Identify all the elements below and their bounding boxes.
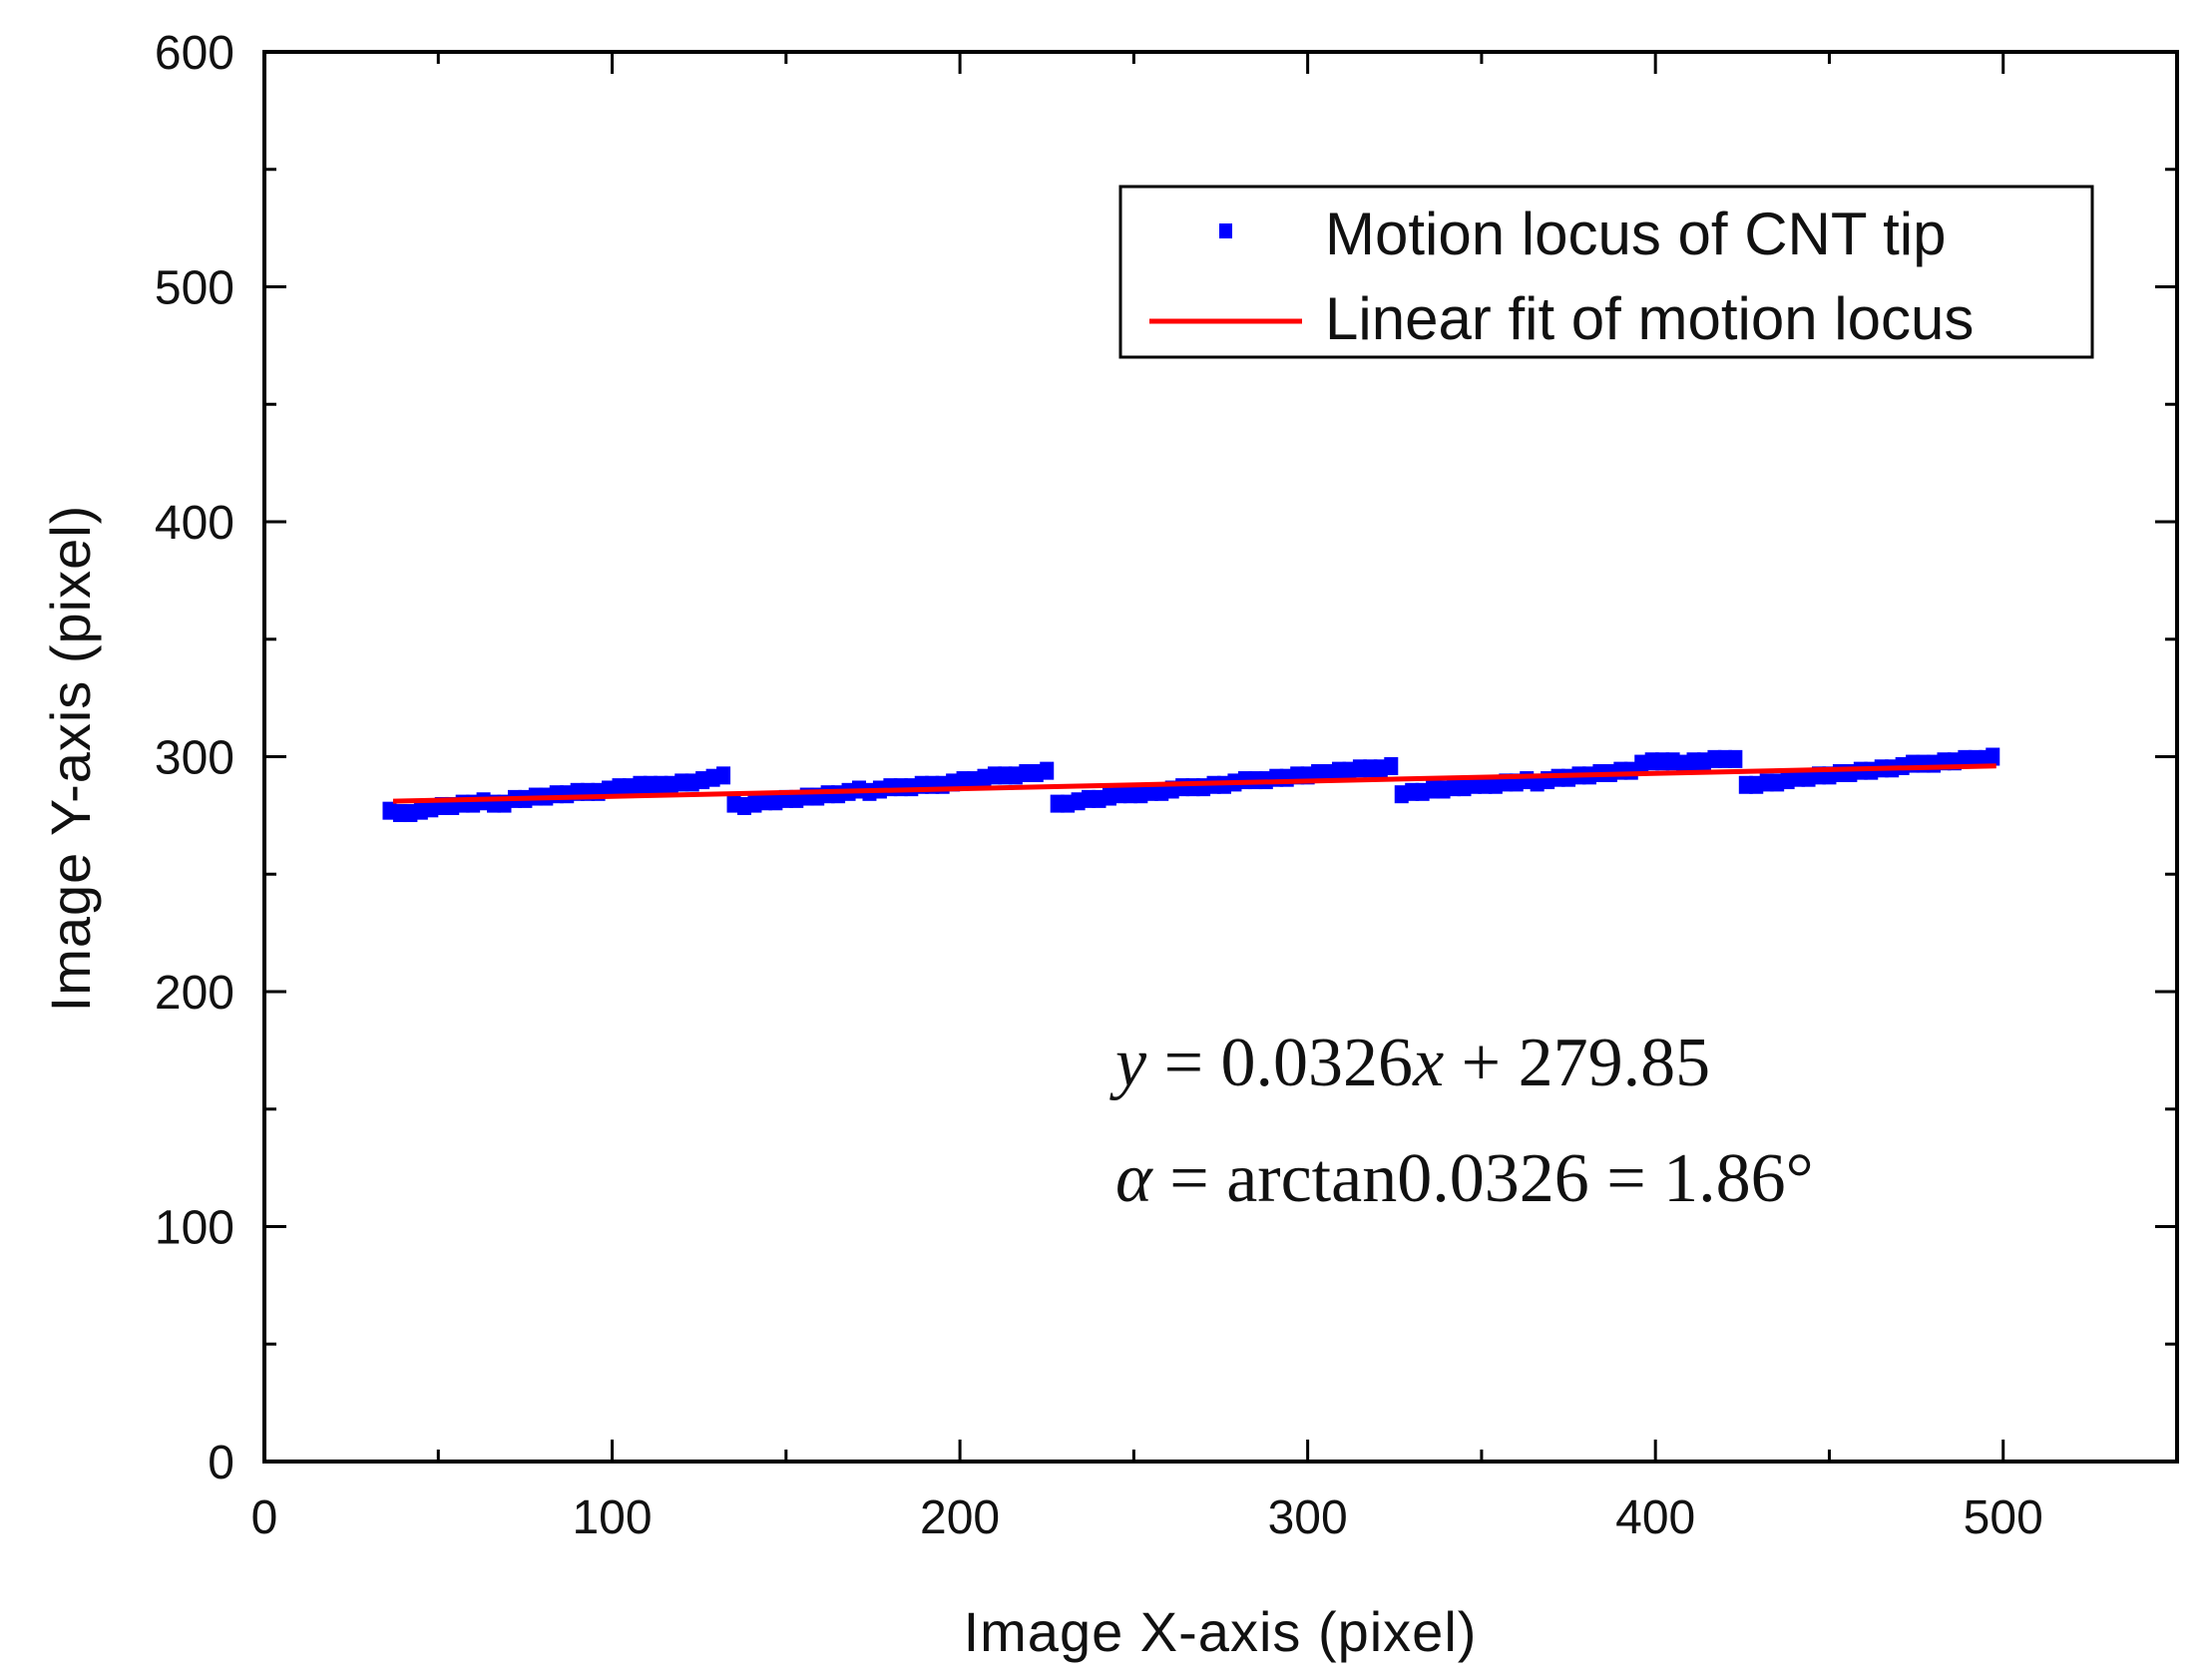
scatter-point <box>1986 747 2000 766</box>
legend-label-scatter: Motion locus of CNT tip <box>1325 201 1946 267</box>
x-tick-label: 100 <box>572 1491 652 1544</box>
scatter-point <box>1040 761 1055 780</box>
legend-label-fit: Linear fit of motion locus <box>1325 285 1974 352</box>
y-tick-label: 600 <box>155 27 234 80</box>
y-tick-label: 300 <box>155 732 234 785</box>
axis-ticks <box>262 50 2179 1464</box>
x-axis-title: Image X-axis (pixel) <box>964 1600 1478 1663</box>
y-tick-label: 200 <box>155 967 234 1020</box>
x-tick-label: 400 <box>1615 1491 1695 1544</box>
angle-equation: α = arctan0.0326 = 1.86° <box>1115 1140 1814 1217</box>
scatter-point <box>1728 749 1743 768</box>
y-tick-label: 500 <box>155 262 234 315</box>
x-tick-label: 500 <box>1964 1491 2043 1544</box>
legend-box <box>1118 185 2094 359</box>
x-tick-label: 200 <box>920 1491 1000 1544</box>
y-axis-title: Image Y-axis (pixel) <box>39 505 102 1013</box>
fit-equation: y = 0.0326x + 279.85 <box>1109 1025 1710 1101</box>
legend-marker-scatter <box>1219 223 1232 238</box>
scatter-point <box>1384 756 1399 775</box>
y-tick-label: 0 <box>208 1437 234 1489</box>
fit-line-layer <box>392 763 1996 804</box>
y-tick-label: 400 <box>155 497 234 550</box>
y-tick-label: 100 <box>155 1202 234 1255</box>
x-tick-label: 300 <box>1268 1491 1348 1544</box>
fit-line <box>392 763 1996 804</box>
scatter-point <box>716 766 731 785</box>
legend: Motion locus of CNT tip Linear fit of mo… <box>1118 185 2094 359</box>
x-tick-label: 0 <box>251 1491 278 1544</box>
tick-labels: 0 100 200 300 400 500 0 100 200 300 400 500 600 <box>155 27 2043 1544</box>
